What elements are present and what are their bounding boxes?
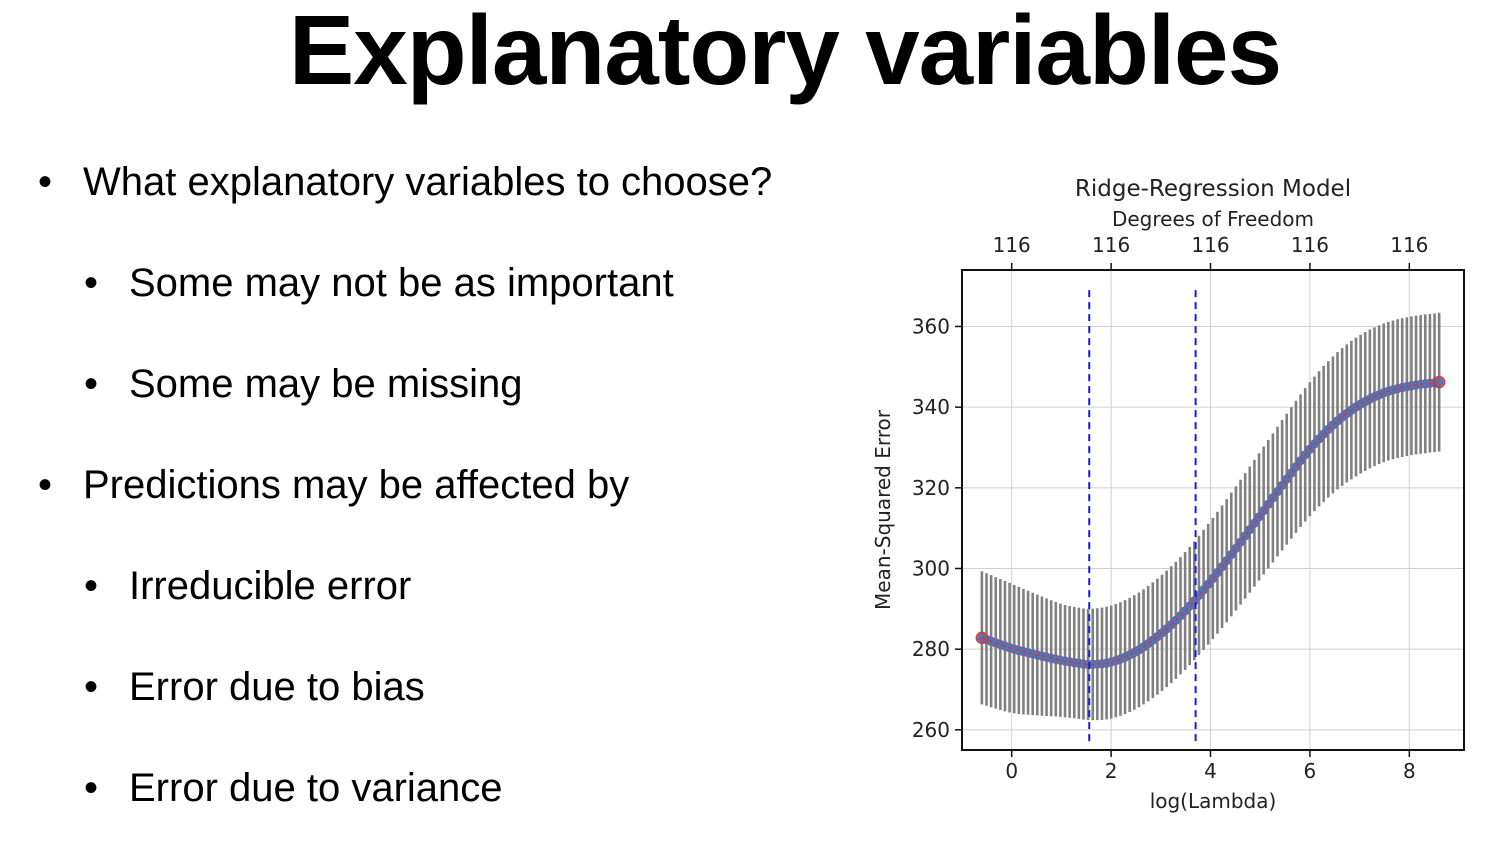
x-tick-label: 2 bbox=[1105, 759, 1118, 783]
endpoint-marker bbox=[1432, 375, 1446, 389]
bullet-text: Irreducible error bbox=[129, 564, 412, 608]
plot-frame bbox=[961, 269, 1465, 751]
bullet-text: Some may be missing bbox=[129, 362, 523, 406]
y-axis-label: Mean-Squared Error bbox=[871, 409, 895, 610]
bullet-dot: • bbox=[84, 766, 99, 810]
bullet-text: Error due to bias bbox=[129, 665, 425, 709]
bullet-dot: • bbox=[38, 463, 53, 507]
top-tick-label: 116 bbox=[993, 233, 1031, 257]
y-tick-label: 300 bbox=[912, 556, 950, 580]
bullet-dot: • bbox=[38, 160, 53, 204]
top-tick-label: 116 bbox=[1191, 233, 1229, 257]
bullet-dot: • bbox=[84, 362, 99, 406]
series-line bbox=[981, 381, 1440, 666]
top-tick-label: 116 bbox=[1291, 233, 1329, 257]
y-tick-label: 280 bbox=[912, 637, 950, 661]
top-tick-label: 116 bbox=[1390, 233, 1428, 257]
bullet-dot: • bbox=[84, 261, 99, 305]
ridge-regression-chart: Ridge-Regression Model Degrees of Freedo… bbox=[871, 176, 1465, 813]
y-tick-label: 320 bbox=[912, 476, 950, 500]
x-tick-label: 8 bbox=[1403, 759, 1416, 783]
top-axis-label: Degrees of Freedom bbox=[1112, 207, 1314, 231]
chart-title: Ridge-Regression Model bbox=[1075, 176, 1351, 202]
slide-title: Explanatory variables bbox=[288, 0, 1282, 105]
bullet-dot: • bbox=[84, 665, 99, 709]
y-tick-label: 260 bbox=[912, 718, 950, 742]
bullet-text: What explanatory variables to choose? bbox=[83, 160, 773, 204]
x-axis-label: log(Lambda) bbox=[1150, 789, 1277, 813]
bullet-dot: • bbox=[84, 564, 99, 608]
endpoint-marker bbox=[975, 631, 989, 645]
bullet-text: Some may not be as important bbox=[129, 261, 674, 305]
x-tick-label: 4 bbox=[1204, 759, 1217, 783]
bullet-text: Error due to variance bbox=[129, 766, 503, 810]
x-tick-label: 0 bbox=[1005, 759, 1018, 783]
bullet-text: Predictions may be affected by bbox=[83, 463, 630, 507]
top-tick-label: 116 bbox=[1092, 233, 1130, 257]
y-tick-label: 340 bbox=[912, 395, 950, 419]
x-tick-label: 6 bbox=[1304, 759, 1317, 783]
y-tick-label: 360 bbox=[912, 314, 950, 338]
